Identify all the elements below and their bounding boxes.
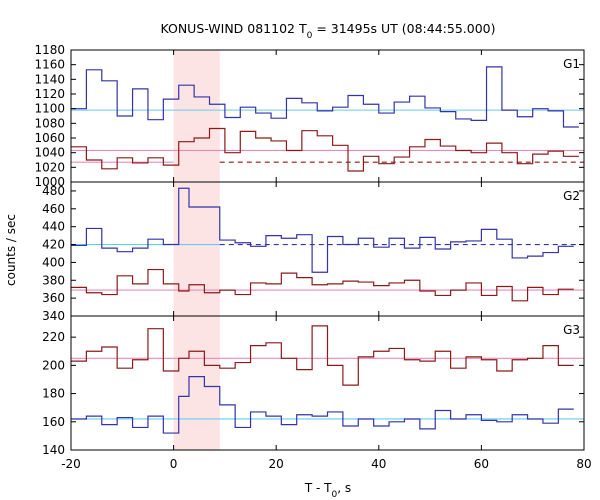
panel-label: G2 (563, 189, 580, 203)
x-tick-label: 40 (371, 457, 386, 471)
y-tick-label: 440 (42, 220, 65, 234)
y-tick-label: 360 (42, 291, 65, 305)
y-tick-label: 200 (42, 358, 65, 372)
y-tick-label: 480 (42, 184, 65, 198)
chart-title-subscript: 0 (307, 31, 313, 41)
panel-g2: 340 360 380 400 420 440 460 480 G2 (42, 181, 585, 323)
panel-frame (70, 315, 585, 451)
panel-content (71, 316, 584, 450)
panel-g1: 1000102010401060108011001120114011601180… (34, 43, 585, 189)
y-tick-label: 1080 (34, 116, 65, 130)
series-blue-g3 (71, 376, 574, 434)
x-tick-label: -20 (61, 457, 81, 471)
chart-title: KONUS-WIND 081102 T0 = 31495s UT (08:44:… (160, 21, 495, 41)
y-tick-label: 140 (42, 443, 65, 457)
y-tick-label: 460 (42, 202, 65, 216)
series-red-g1 (71, 127, 579, 172)
highlight-band (173, 316, 220, 450)
y-tick-label: 380 (42, 273, 65, 287)
y-tick-label: 420 (42, 238, 65, 252)
y-tick-label: 1040 (34, 146, 65, 160)
panel-content (71, 182, 584, 316)
series-red-g2 (71, 268, 574, 302)
x-tick-label: 80 (576, 457, 591, 471)
y-tick-label: 1180 (34, 43, 65, 57)
y-tick-label: 160 (42, 415, 65, 429)
y-tick-label: 1140 (34, 72, 65, 86)
y-tick-label: 180 (42, 387, 65, 401)
y-tick-label: 1120 (34, 87, 65, 101)
chart-title-main: KONUS-WIND 081102 T (160, 21, 306, 36)
highlight-band (173, 50, 220, 182)
x-axis-label-rest: , s (337, 481, 351, 495)
chart-title-rest: = 31495s UT (08:44:55.000) (312, 21, 495, 36)
series-blue-g2 (71, 187, 574, 273)
highlight-band (173, 182, 220, 316)
x-axis-label-subscript: 0 (332, 490, 338, 500)
x-axis-label: T - T0, s (304, 481, 351, 500)
y-tick-label: 340 (42, 309, 65, 323)
y-tick-label: 220 (42, 330, 65, 344)
y-tick-label: 1100 (34, 102, 65, 116)
chart-panels: 1000102010401060108011001120114011601180… (34, 43, 591, 471)
y-tick-label: 1000 (34, 175, 65, 189)
series-red-g3 (71, 325, 574, 386)
panel-content (71, 50, 584, 182)
panel-label: G1 (563, 57, 580, 71)
x-tick-label: 0 (170, 457, 178, 471)
panel-g3: 140 160 180 200 220 G3 (42, 315, 585, 457)
y-axis-label: counts / sec (4, 214, 18, 286)
y-tick-label: 1160 (34, 58, 65, 72)
y-tick-label: 400 (42, 255, 65, 269)
series-blue-g1 (71, 66, 579, 128)
x-tick-label: 20 (269, 457, 284, 471)
panel-label: G3 (563, 323, 580, 337)
y-tick-label: 1060 (34, 131, 65, 145)
x-axis-label-main: T - T (304, 481, 332, 495)
y-tick-label: 1020 (34, 160, 65, 174)
x-tick-label: 60 (474, 457, 489, 471)
